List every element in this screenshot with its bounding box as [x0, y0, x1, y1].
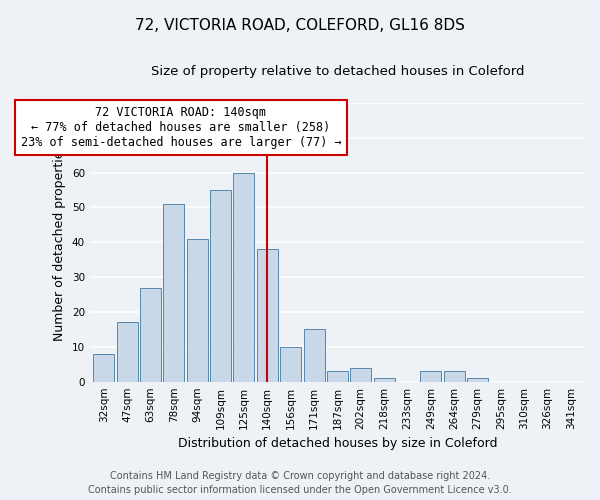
- Bar: [467, 378, 488, 382]
- Bar: [93, 354, 114, 382]
- Bar: [304, 330, 325, 382]
- Bar: [116, 322, 137, 382]
- Bar: [210, 190, 231, 382]
- X-axis label: Distribution of detached houses by size in Coleford: Distribution of detached houses by size …: [178, 437, 497, 450]
- Bar: [443, 371, 464, 382]
- Bar: [140, 288, 161, 382]
- Bar: [374, 378, 395, 382]
- Bar: [421, 371, 442, 382]
- Text: 72 VICTORIA ROAD: 140sqm
← 77% of detached houses are smaller (258)
23% of semi-: 72 VICTORIA ROAD: 140sqm ← 77% of detach…: [20, 106, 341, 150]
- Bar: [280, 347, 301, 382]
- Title: Size of property relative to detached houses in Coleford: Size of property relative to detached ho…: [151, 65, 524, 78]
- Bar: [233, 172, 254, 382]
- Bar: [350, 368, 371, 382]
- Y-axis label: Number of detached properties: Number of detached properties: [53, 144, 66, 340]
- Bar: [257, 249, 278, 382]
- Text: 72, VICTORIA ROAD, COLEFORD, GL16 8DS: 72, VICTORIA ROAD, COLEFORD, GL16 8DS: [135, 18, 465, 32]
- Bar: [327, 371, 348, 382]
- Bar: [163, 204, 184, 382]
- Bar: [187, 238, 208, 382]
- Text: Contains HM Land Registry data © Crown copyright and database right 2024.
Contai: Contains HM Land Registry data © Crown c…: [88, 471, 512, 495]
